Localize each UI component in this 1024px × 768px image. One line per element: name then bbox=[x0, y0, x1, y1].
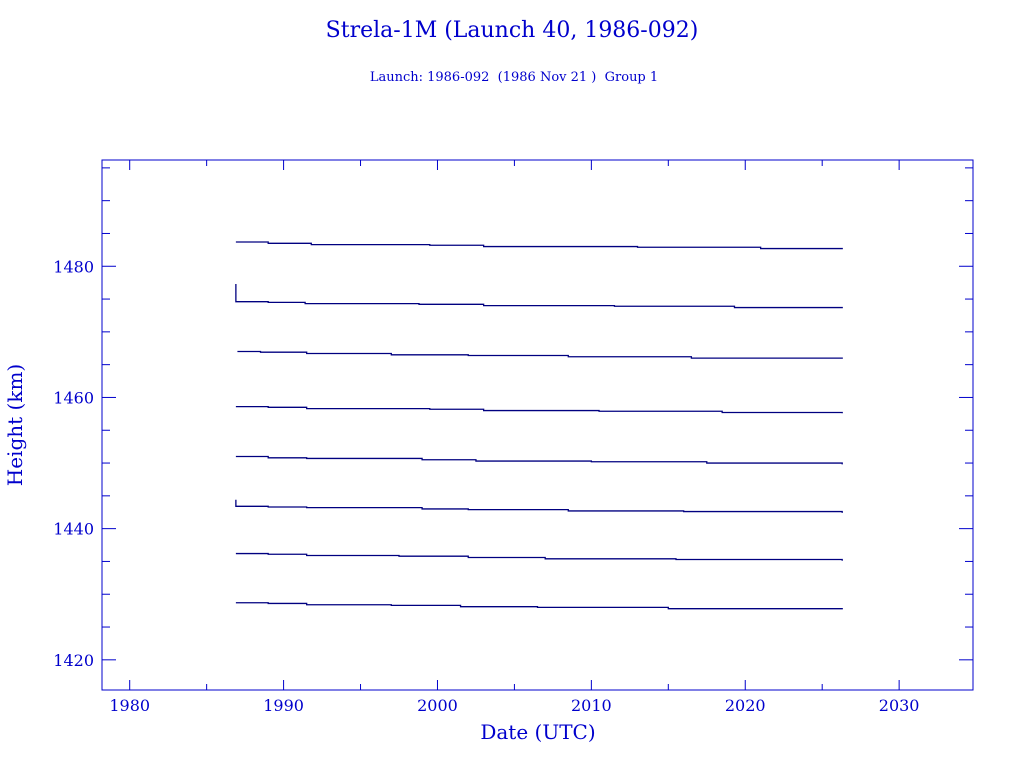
y-tick-label: 1420 bbox=[53, 651, 94, 670]
series-line-7 bbox=[235, 552, 843, 561]
x-tick-label: 1990 bbox=[263, 696, 304, 715]
x-tick-label: 2030 bbox=[879, 696, 920, 715]
y-axis-label: Height (km) bbox=[3, 364, 27, 486]
y-tick-label: 1460 bbox=[53, 388, 94, 407]
series-line-1 bbox=[235, 241, 843, 250]
series-line-3 bbox=[237, 350, 843, 359]
series-line-5 bbox=[235, 455, 843, 465]
plot-frame bbox=[101, 159, 974, 691]
chart-title: Strela-1M (Launch 40, 1986-092) bbox=[326, 18, 699, 43]
x-tick-label: 2010 bbox=[571, 696, 612, 715]
x-axis-label: Date (UTC) bbox=[480, 720, 595, 744]
series-line-8 bbox=[235, 602, 843, 610]
y-tick-label: 1440 bbox=[53, 520, 94, 539]
series-line-4 bbox=[235, 405, 843, 414]
chart-subtitle: Launch: 1986-092 (1986 Nov 21 ) Group 1 bbox=[370, 70, 658, 85]
series-line-2 bbox=[235, 283, 843, 309]
x-tick-label: 1980 bbox=[109, 696, 150, 715]
y-tick-label: 1480 bbox=[53, 257, 94, 276]
x-tick-label: 2020 bbox=[725, 696, 766, 715]
x-tick-label: 2000 bbox=[417, 696, 458, 715]
series-line-6 bbox=[235, 499, 843, 513]
